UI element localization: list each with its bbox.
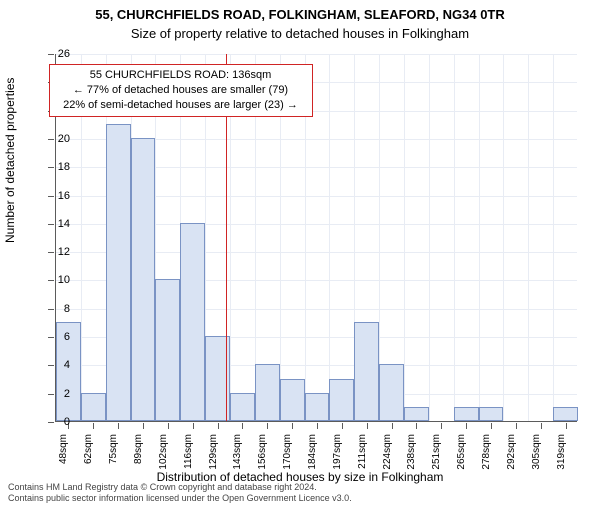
y-tick [48,280,54,281]
y-tick-label: 10 [58,274,70,286]
annotation-line-1: 55 CHURCHFIELDS ROAD: 136sqm [56,68,306,83]
histogram-bar [354,322,379,421]
gridline-vertical [528,54,529,421]
y-tick-label: 6 [64,331,70,343]
y-tick [48,139,54,140]
x-tick [267,423,268,429]
histogram-bar [131,138,156,421]
histogram-bar [81,393,106,421]
x-tick [367,423,368,429]
gridline-vertical [329,54,330,421]
y-tick-label: 18 [58,161,70,173]
x-tick [292,423,293,429]
y-tick-label: 8 [64,303,70,315]
y-tick [48,365,54,366]
annotation-line-3: 22% of semi-detached houses are larger (… [56,98,306,113]
chart-container: { "chart": { "type": "bar", "title": "55… [0,6,600,506]
x-tick [392,423,393,429]
gridline-horizontal [56,54,577,55]
gridline-vertical [503,54,504,421]
histogram-bar [155,279,180,421]
y-axis-label: Number of detached properties [3,78,17,243]
gridline-vertical [429,54,430,421]
chart-subtitle: Size of property relative to detached ho… [0,26,600,41]
y-tick [48,309,54,310]
y-tick-label: 26 [58,48,70,60]
x-tick [441,423,442,429]
x-tick [541,423,542,429]
histogram-bar [379,364,404,421]
histogram-bar [329,379,354,421]
x-tick [342,423,343,429]
y-tick-label: 16 [58,190,70,202]
x-tick [242,423,243,429]
histogram-bar [454,407,479,421]
histogram-bar [553,407,578,421]
annotation-line-2: ← 77% of detached houses are smaller (79… [56,83,306,98]
y-tick [48,422,54,423]
gridline-vertical [404,54,405,421]
y-tick [48,394,54,395]
histogram-bar [180,223,205,421]
x-tick [93,423,94,429]
histogram-bar [106,124,131,421]
x-tick [168,423,169,429]
histogram-bar [255,364,280,421]
gridline-vertical [479,54,480,421]
footer-line-2: Contains public sector information licen… [8,493,352,504]
y-tick-label: 2 [64,388,70,400]
histogram-bar [404,407,429,421]
y-tick [48,54,54,55]
y-tick [48,167,54,168]
chart-footer: Contains HM Land Registry data © Crown c… [8,482,352,505]
y-tick-label: 20 [58,133,70,145]
y-tick-label: 0 [64,416,70,428]
y-tick [48,252,54,253]
x-tick [566,423,567,429]
histogram-bar [479,407,504,421]
annotation-box: 55 CHURCHFIELDS ROAD: 136sqm← 77% of det… [49,64,313,117]
gridline-vertical [454,54,455,421]
histogram-bar [230,393,255,421]
gridline-vertical [553,54,554,421]
histogram-bar [305,393,330,421]
x-tick [193,423,194,429]
x-tick [317,423,318,429]
y-tick-label: 12 [58,246,70,258]
y-tick-label: 14 [58,218,70,230]
x-tick [416,423,417,429]
chart-title: 55, CHURCHFIELDS ROAD, FOLKINGHAM, SLEAF… [0,6,600,24]
x-tick [218,423,219,429]
y-tick [48,196,54,197]
x-tick [466,423,467,429]
y-tick-label: 4 [64,359,70,371]
x-tick [118,423,119,429]
footer-line-1: Contains HM Land Registry data © Crown c… [8,482,352,493]
histogram-bar [280,379,305,421]
y-tick [48,337,54,338]
x-tick [491,423,492,429]
x-tick [143,423,144,429]
x-tick [516,423,517,429]
y-tick [48,224,54,225]
